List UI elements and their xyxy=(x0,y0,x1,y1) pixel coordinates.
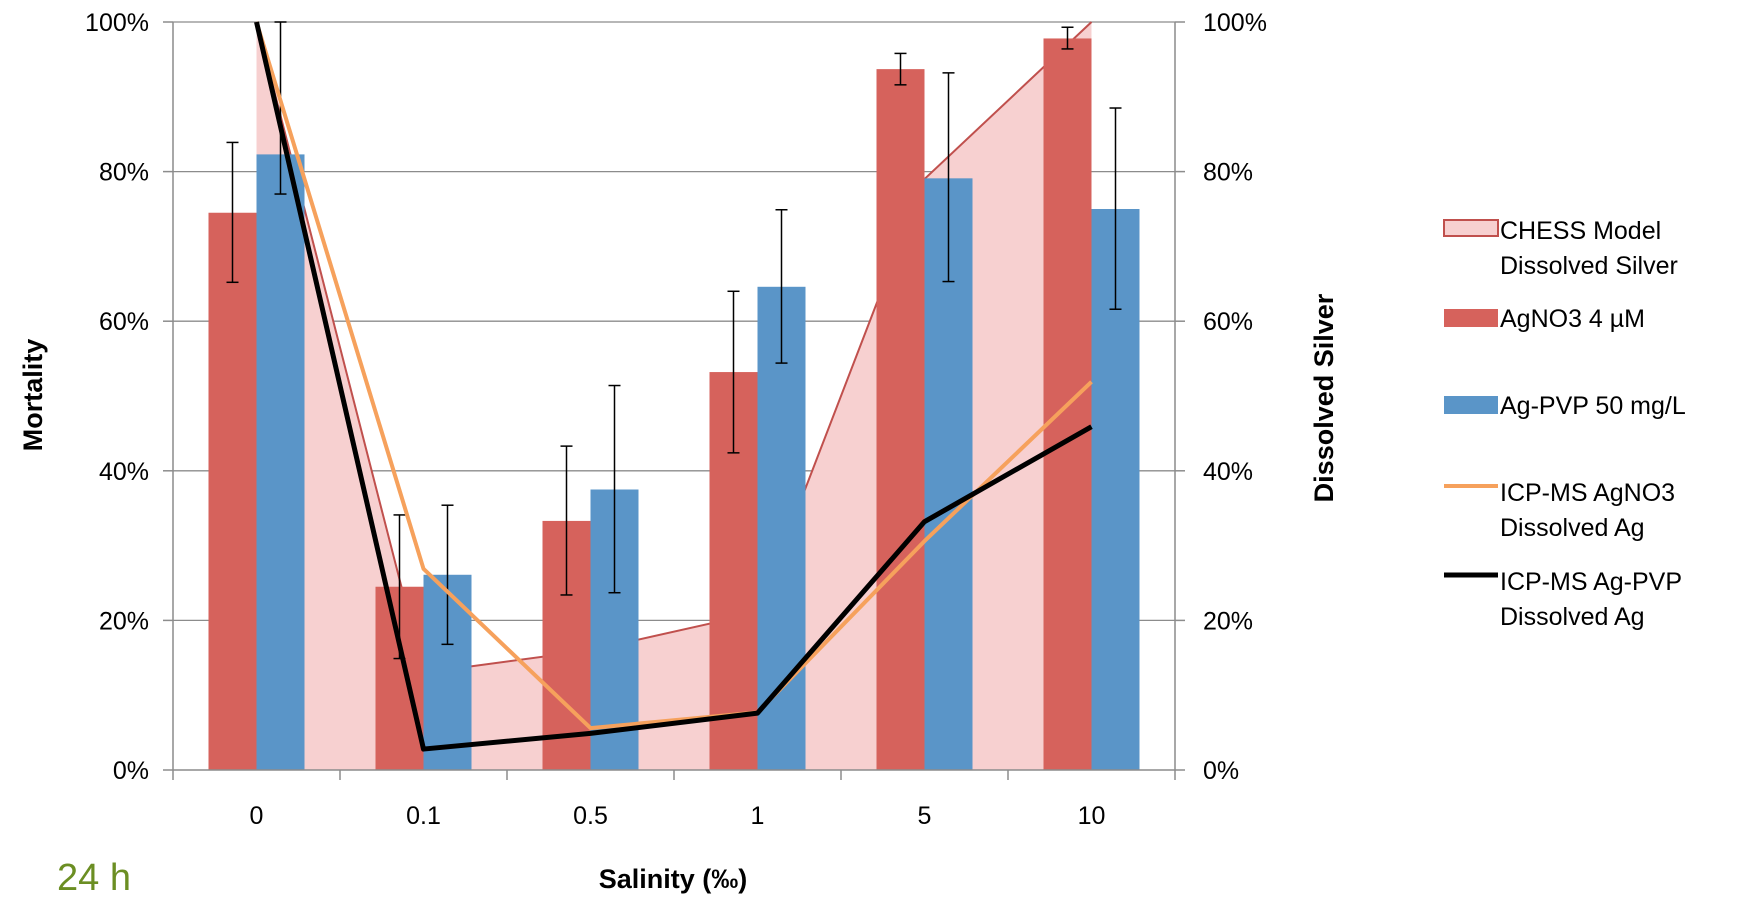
y-axis-title: Mortality xyxy=(18,339,48,452)
legend-item-icpms-agno3: ICP-MS AgNO3 Dissolved Ag xyxy=(1444,479,1675,542)
bar-agno3-4 xyxy=(876,69,925,770)
y2-tick-label: 20% xyxy=(1203,607,1253,635)
y2-tick-label: 100% xyxy=(1203,9,1267,37)
legend-label: AgNO3 4 µM xyxy=(1500,305,1645,333)
bar-agno3-0 xyxy=(208,212,257,771)
time-label: 24 h xyxy=(57,857,131,897)
x-tick-label: 0.1 xyxy=(406,802,441,830)
y-tick-label: 60% xyxy=(99,308,149,336)
legend-item-agpvp: Ag-PVP 50 mg/L xyxy=(1444,392,1686,420)
legend-label: CHESS Model xyxy=(1500,217,1661,245)
axes: 0% 20% 40% 60% 80% 100% 0% 20% 40% 60% 80% 100% 0 0.1… xyxy=(85,9,1267,830)
legend-label: ICP-MS Ag-PVP xyxy=(1500,568,1682,596)
legend-label: ICP-MS AgNO3 xyxy=(1500,479,1675,507)
legend-label: Dissolved Ag xyxy=(1500,514,1645,542)
legend-label: Dissolved Ag xyxy=(1500,603,1645,631)
legend-swatch-bar xyxy=(1444,309,1498,327)
y2-tick-label: 60% xyxy=(1203,308,1253,336)
x-tick-label: 0.5 xyxy=(573,802,608,830)
y2-tick-label: 40% xyxy=(1203,458,1253,486)
y2-tick-label: 0% xyxy=(1203,757,1239,785)
y2-tick-label: 80% xyxy=(1203,159,1253,187)
legend: CHESS Model Dissolved Silver AgNO3 4 µM Ag-… xyxy=(1443,217,1686,631)
x-axis-title: Salinity (‰) xyxy=(599,864,748,894)
bar-agpvp-0 xyxy=(256,154,305,770)
line-series xyxy=(254,21,1093,752)
y2-axis-title: Dissolved Silver xyxy=(1309,293,1339,502)
y-tick-label: 20% xyxy=(99,607,149,635)
legend-item-chess-model: CHESS Model Dissolved Silver xyxy=(1443,217,1678,280)
error-bars xyxy=(226,21,1122,660)
legend-label: Dissolved Silver xyxy=(1500,252,1678,280)
legend-item-icpms-agpvp: ICP-MS Ag-PVP Dissolved Ag xyxy=(1444,568,1682,631)
x-tick-label: 5 xyxy=(918,802,932,830)
y-tick-label: 80% xyxy=(99,159,149,187)
y-tick-label: 0% xyxy=(113,757,149,785)
legend-item-agno3: AgNO3 4 µM xyxy=(1444,305,1645,333)
legend-swatch-bar xyxy=(1444,396,1498,414)
y-tick-label: 40% xyxy=(99,458,149,486)
x-tick-label: 1 xyxy=(751,802,765,830)
chess-model-area-outline xyxy=(255,21,1093,674)
icpms-agno3-line xyxy=(254,21,1093,731)
x-tick-label: 0 xyxy=(250,802,264,830)
x-tick-label: 10 xyxy=(1078,802,1106,830)
icpms-agpvp-line xyxy=(254,21,1093,752)
y-tick-label: 100% xyxy=(85,9,149,37)
legend-swatch-area xyxy=(1443,219,1499,237)
legend-label: Ag-PVP 50 mg/L xyxy=(1500,392,1686,420)
